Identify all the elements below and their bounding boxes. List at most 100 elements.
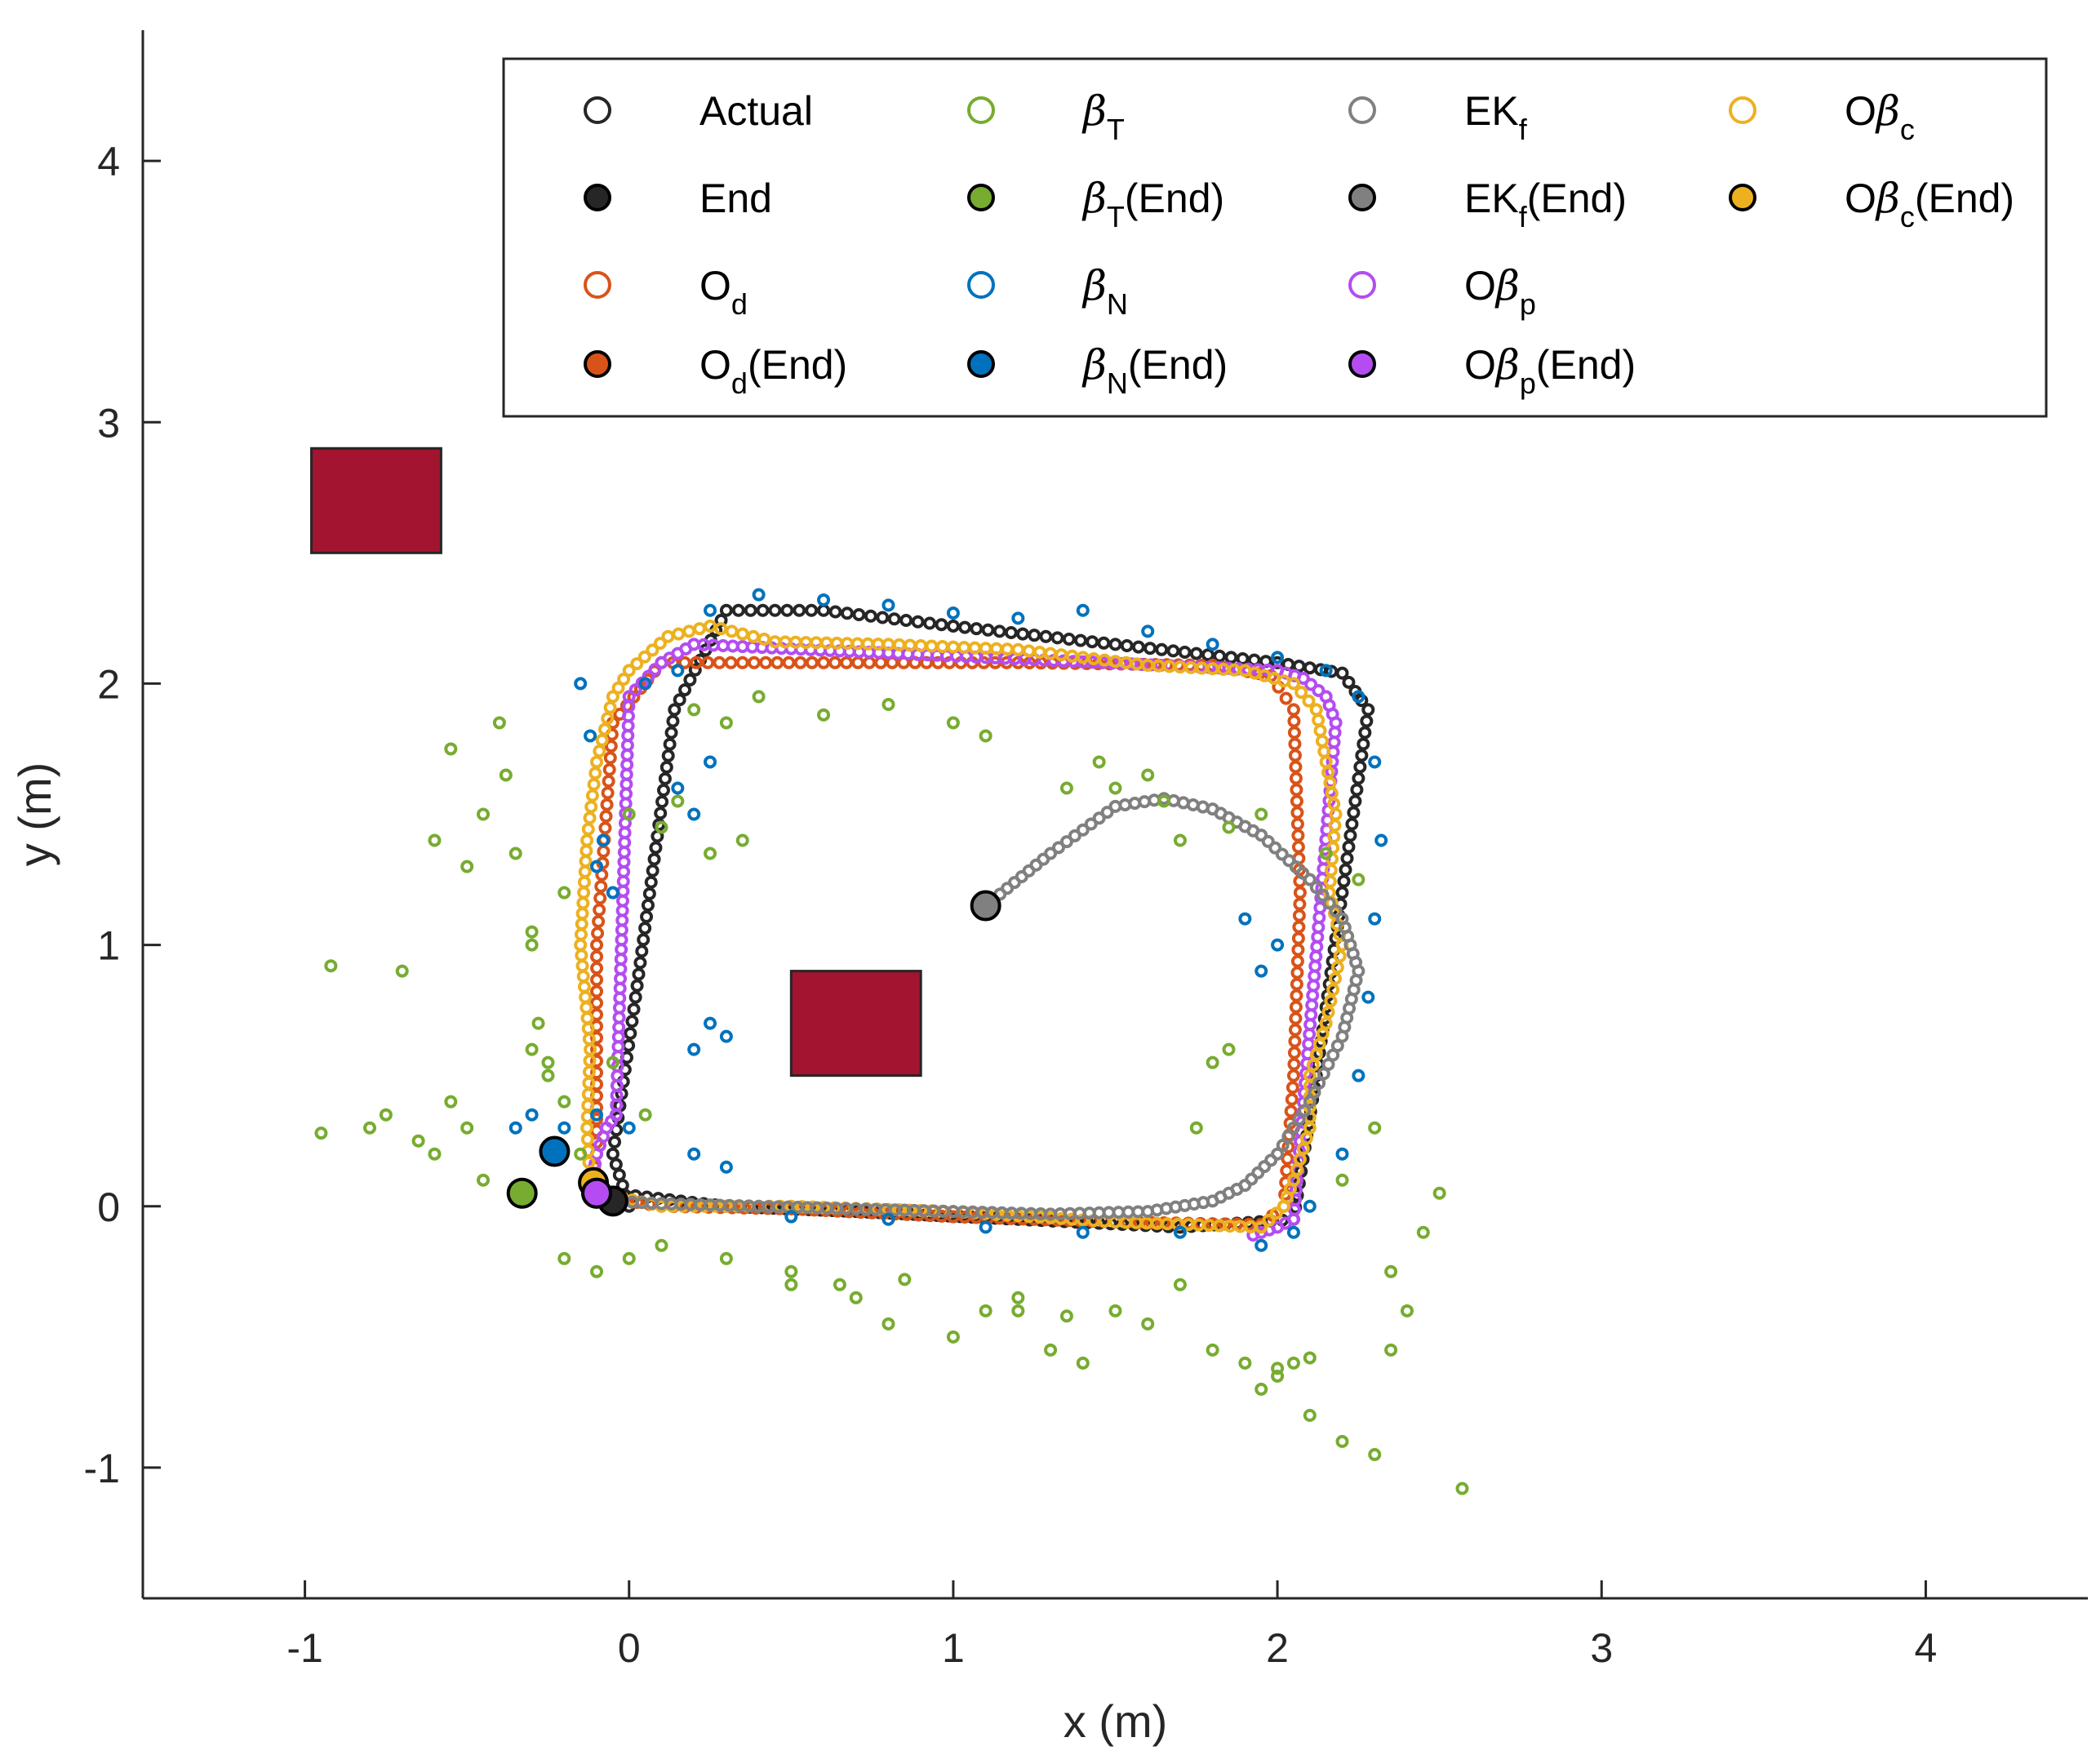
series-point <box>1254 964 1268 978</box>
series-point <box>499 768 513 782</box>
series-point <box>1261 834 1275 848</box>
series-point <box>395 964 409 978</box>
series-point <box>768 635 782 649</box>
series-point <box>1062 632 1076 646</box>
series-point <box>672 627 686 641</box>
series-point <box>1299 1131 1313 1145</box>
legend-label: EKf <box>1464 88 1528 146</box>
series-point <box>1238 912 1252 926</box>
series-point <box>624 1026 637 1040</box>
series-point <box>943 655 957 669</box>
obstacles-layer <box>310 447 922 1078</box>
series-point <box>593 891 607 905</box>
series-point <box>577 886 591 900</box>
series-point <box>914 638 928 652</box>
series-point <box>1355 749 1369 762</box>
series-point <box>1329 807 1343 821</box>
series-point <box>1368 912 1382 926</box>
series-point <box>1004 625 1018 639</box>
series-point <box>508 846 522 860</box>
series-point <box>756 603 770 617</box>
series-point <box>477 807 491 821</box>
series-point <box>704 603 717 617</box>
series-point <box>931 655 945 669</box>
series-point <box>642 886 656 900</box>
series-point <box>1333 949 1347 963</box>
series-point <box>508 1121 522 1135</box>
series-point <box>1076 1356 1090 1370</box>
series-point <box>805 655 819 669</box>
series-point <box>638 1108 652 1122</box>
series-point <box>603 700 617 714</box>
series-point <box>577 875 591 889</box>
series-point <box>1329 904 1343 918</box>
series-point <box>989 642 1003 655</box>
series-point <box>979 1220 992 1234</box>
series-point <box>704 619 717 633</box>
series-point <box>735 627 749 641</box>
series-point <box>850 637 864 651</box>
series-point <box>979 642 992 655</box>
series-point <box>1290 977 1303 991</box>
series-point <box>810 636 824 650</box>
series-point <box>654 806 668 820</box>
series-point <box>574 1147 588 1161</box>
series-point <box>1286 1081 1299 1095</box>
series-point <box>701 655 715 669</box>
series-point <box>1319 664 1333 678</box>
series-point <box>1011 642 1025 656</box>
series-point <box>799 636 813 650</box>
series-point <box>1291 931 1305 945</box>
series-point <box>525 1108 539 1122</box>
series-point <box>817 603 831 617</box>
series-point <box>1347 806 1361 820</box>
series-point <box>1290 794 1303 808</box>
series-point <box>581 1022 595 1036</box>
series-point <box>1044 1343 1058 1357</box>
series-point <box>1268 841 1282 855</box>
series-point <box>1286 703 1300 717</box>
series-point <box>633 956 647 970</box>
series-point <box>1288 1034 1302 1048</box>
series-point <box>599 810 613 824</box>
series-point <box>946 606 960 620</box>
series-point <box>1292 909 1306 922</box>
series-point <box>693 622 707 636</box>
series-point <box>704 1016 717 1030</box>
series-point <box>1326 983 1340 997</box>
series-point <box>611 681 625 695</box>
series-point <box>1076 603 1090 617</box>
series-point <box>593 744 606 758</box>
series-point <box>1076 1225 1090 1239</box>
legend-marker-betaT <box>967 96 995 124</box>
legend-marker-actual <box>584 96 611 124</box>
series-point <box>1294 686 1308 700</box>
legend-marker-actual <box>584 184 611 211</box>
series-point <box>1100 806 1114 820</box>
series-point <box>958 620 972 634</box>
series-point <box>606 1055 619 1069</box>
x-tick-label: -1 <box>286 1625 322 1671</box>
series-point <box>1312 683 1326 697</box>
series-point <box>1262 1213 1276 1227</box>
series-point <box>784 1210 798 1224</box>
series-ekf <box>615 792 1366 1221</box>
series-point <box>1290 806 1304 820</box>
series-point <box>1285 1092 1299 1106</box>
series-point <box>637 933 651 947</box>
series-point <box>1092 755 1106 769</box>
series-point <box>671 794 685 808</box>
series-point <box>1059 1309 1073 1323</box>
series-point <box>622 1121 636 1135</box>
series-point <box>557 1095 571 1109</box>
series-point <box>655 820 668 834</box>
legend-marker-od <box>584 350 611 378</box>
series-point <box>1287 714 1301 728</box>
y-tick-label: -1 <box>84 1446 120 1491</box>
series-point <box>920 655 934 669</box>
legend: Actual End Od Od(End) βT βT(End) βN βN(End) EKf E… <box>502 57 2048 418</box>
series-point <box>1290 783 1303 797</box>
series-point <box>1292 920 1306 934</box>
series-point <box>946 619 960 633</box>
legend-marker-betaT <box>967 184 995 211</box>
